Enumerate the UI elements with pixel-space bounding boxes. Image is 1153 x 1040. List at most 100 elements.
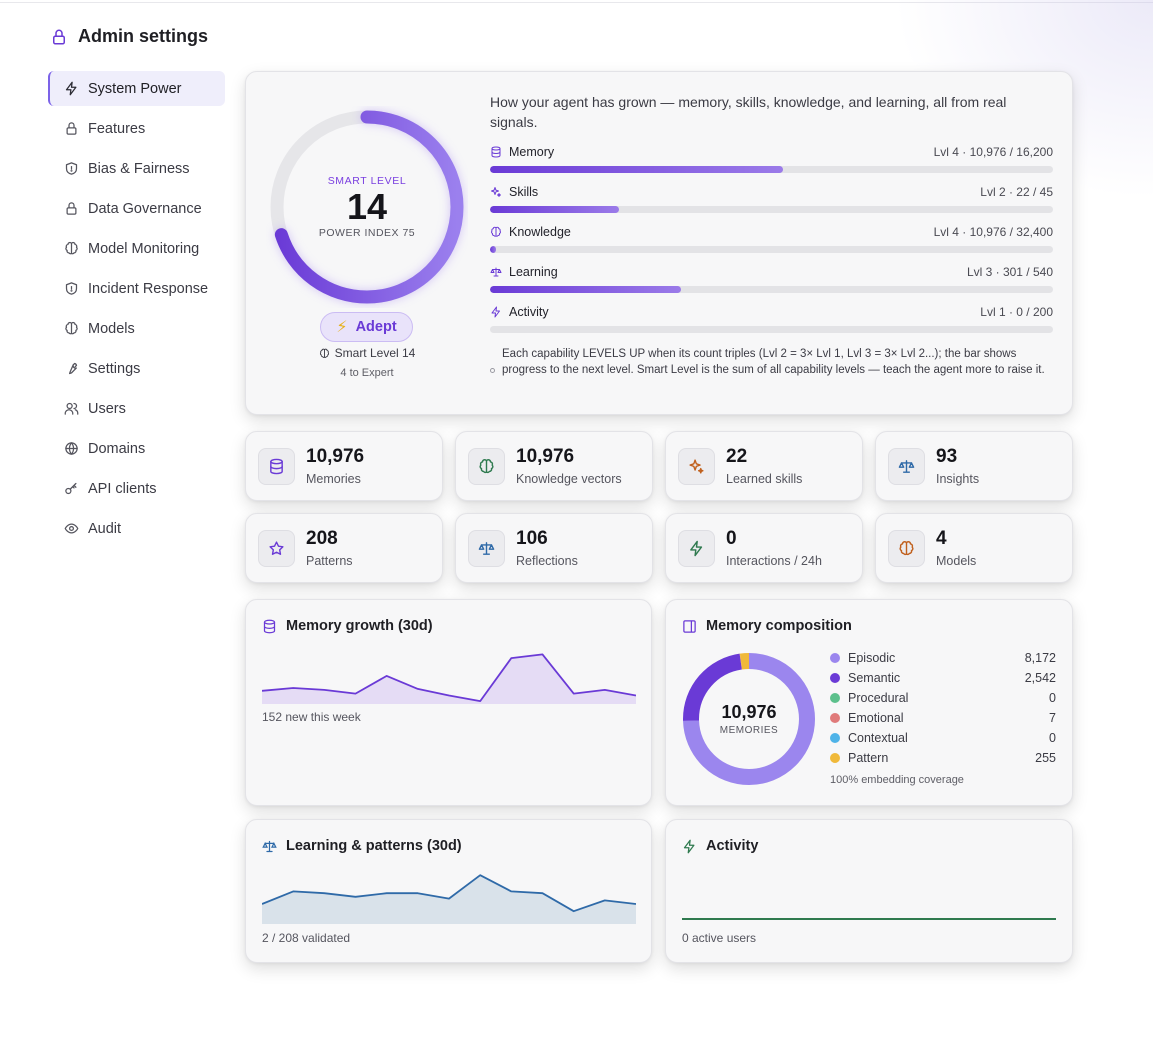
sidebar-item-models[interactable]: Models	[48, 311, 225, 346]
sidebar-item-audit[interactable]: Audit	[48, 511, 225, 546]
stat-value: 10,976	[516, 446, 575, 467]
stat-card-reflections: 106 Reflections	[455, 513, 653, 583]
legend-value: 0	[1049, 691, 1056, 705]
legend-item-semantic: Semantic 2,542	[830, 668, 1056, 688]
brain-icon	[63, 321, 79, 337]
sidebar-item-domains[interactable]: Domains	[48, 431, 225, 466]
stat-value: 22	[726, 446, 748, 467]
stat-card-learned-skills: 22 Learned skills	[665, 431, 863, 501]
legend-swatch	[830, 713, 840, 723]
sidebar-item-features[interactable]: Features	[48, 111, 225, 146]
donut-slice-semantic	[683, 653, 815, 785]
eye-icon	[63, 521, 79, 537]
activity-title-row: Activity	[682, 838, 758, 854]
shield-icon	[63, 161, 79, 177]
sidebar-item-data-governance[interactable]: Data Governance	[48, 191, 225, 226]
hero-note: Each capability LEVELS UP when its count…	[490, 346, 1050, 378]
stat-label: Knowledge vectors	[516, 472, 622, 486]
smart-level-sub: Smart Level 14	[334, 346, 416, 360]
sidebar-item-api-clients[interactable]: API clients	[48, 471, 225, 506]
capability-name: Skills	[509, 185, 539, 199]
stat-value: 10,976	[306, 446, 365, 467]
lock-icon	[63, 201, 79, 217]
bolt-icon	[63, 81, 79, 97]
sidebar-item-label: API clients	[88, 480, 157, 497]
stat-label: Models	[936, 554, 977, 568]
brain-icon	[319, 348, 330, 359]
legend-item-contextual: Contextual 0	[830, 728, 1056, 748]
composition-title-row: Memory composition	[682, 618, 852, 634]
sparkles-icon	[678, 448, 715, 485]
database-icon	[258, 448, 295, 485]
capability-knowledge: Knowledge Lvl 4 · 10,976 / 32,400	[490, 224, 1053, 253]
capability-progress-fill	[490, 206, 620, 213]
legend-value: 255	[1035, 751, 1056, 765]
legend-swatch	[830, 673, 840, 683]
legend-item-episodic: Episodic 8,172	[830, 648, 1056, 668]
capability-progress-fill	[490, 286, 682, 293]
capability-name: Memory	[509, 145, 555, 159]
memory-growth-card: Memory growth (30d) 152 new this week	[245, 599, 652, 806]
learning-line	[262, 874, 636, 913]
legend-swatch	[830, 693, 840, 703]
learning-card: Learning & patterns (30d) 2 / 208 valida…	[245, 819, 652, 963]
ring-progress-arc	[270, 110, 464, 304]
sidebar-item-label: Settings	[88, 360, 141, 377]
legend-item-emotional: Emotional 7	[830, 708, 1056, 728]
smart-level-caption: Smart Level 14	[266, 346, 468, 360]
learning-title: Learning & patterns (30d)	[286, 838, 462, 854]
key-icon	[63, 481, 79, 497]
sidebar-item-label: Audit	[88, 520, 122, 537]
stat-card-memories: 10,976 Memories	[245, 431, 443, 501]
memory-growth-title-row: Memory growth (30d)	[262, 618, 433, 634]
legend-item-procedural: Procedural 0	[830, 688, 1056, 708]
stat-label: Interactions / 24h	[726, 554, 822, 568]
memory-growth-caption: 152 new this week	[262, 710, 361, 724]
users-icon	[63, 401, 79, 417]
legend-value: 2,542	[1024, 671, 1056, 685]
sidebar-item-bias-and-fairness[interactable]: Bias & Fairness	[48, 151, 225, 186]
bolt-icon	[678, 530, 715, 567]
learning-title-row: Learning & patterns (30d)	[262, 838, 462, 854]
sidebar-item-model-monitoring[interactable]: Model Monitoring	[48, 231, 225, 266]
legend-swatch	[830, 753, 840, 763]
activity-caption: 0 active users	[682, 931, 757, 945]
sidebar-item-users[interactable]: Users	[48, 391, 225, 426]
capability-progress-bar	[490, 166, 1053, 173]
sidebar-item-incident-response[interactable]: Incident Response	[48, 271, 225, 306]
sidebar-item-system-power[interactable]: System Power	[48, 71, 225, 106]
stat-card-knowledge-vectors: 10,976 Knowledge vectors	[455, 431, 653, 501]
sidebar-item-settings[interactable]: Settings	[48, 351, 225, 386]
bolt-icon	[490, 306, 502, 318]
capability-value: Lvl 1 · 0 / 200	[980, 305, 1053, 319]
legend-name: Semantic	[848, 671, 901, 685]
sidebar-item-label: System Power	[88, 80, 182, 97]
capability-progress-fill	[490, 246, 496, 253]
legend-value: 0	[1049, 731, 1056, 745]
next-level-caption: 4 to Expert	[340, 367, 394, 379]
sidebar-nav: System Power Features Bias & Fairness Data …	[48, 71, 225, 551]
globe-icon	[63, 441, 79, 457]
memory-growth-area	[262, 654, 636, 704]
stat-card-insights: 93 Insights	[875, 431, 1073, 501]
memory-growth-chart	[262, 653, 636, 704]
top-divider	[0, 2, 1153, 3]
memory-growth-line	[262, 653, 636, 702]
stat-value: 4	[936, 528, 947, 549]
composition-donut: 10,976 MEMORIES	[682, 652, 816, 786]
capability-name: Activity	[509, 305, 549, 319]
scale-icon	[262, 839, 277, 854]
sidebar-item-label: Users	[88, 400, 126, 417]
hero-note-text: Each capability LEVELS UP when its count…	[502, 348, 1045, 376]
donut-total-label: MEMORIES	[719, 725, 779, 736]
activity-chart	[682, 918, 1056, 920]
database-icon	[262, 619, 277, 634]
star-icon	[258, 530, 295, 567]
brain-icon	[490, 226, 502, 238]
lock-icon	[63, 121, 79, 137]
power-index: POWER INDEX 75	[318, 227, 416, 239]
sparkles-icon	[490, 186, 502, 198]
stat-label: Patterns	[306, 554, 353, 568]
scale-icon	[888, 448, 925, 485]
capability-progress-bar	[490, 326, 1053, 333]
